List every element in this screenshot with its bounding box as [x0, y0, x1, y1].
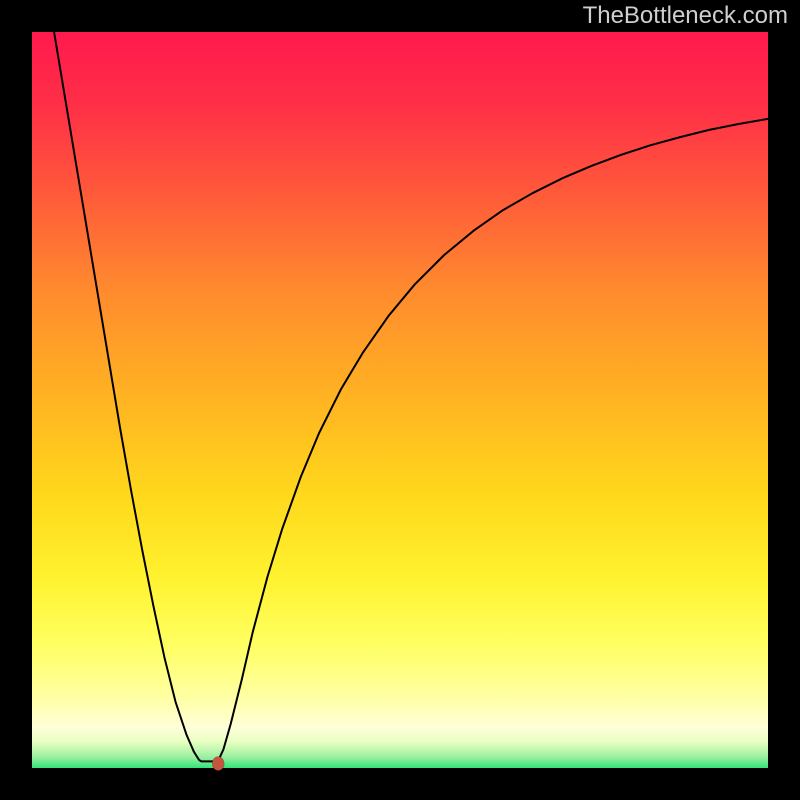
chart-container: TheBottleneck.com — [0, 0, 800, 800]
plot-svg — [32, 32, 768, 768]
plot-area — [32, 32, 768, 768]
watermark-text: TheBottleneck.com — [583, 2, 788, 30]
optimal-point-marker — [212, 757, 224, 771]
bottleneck-curve — [54, 32, 768, 761]
